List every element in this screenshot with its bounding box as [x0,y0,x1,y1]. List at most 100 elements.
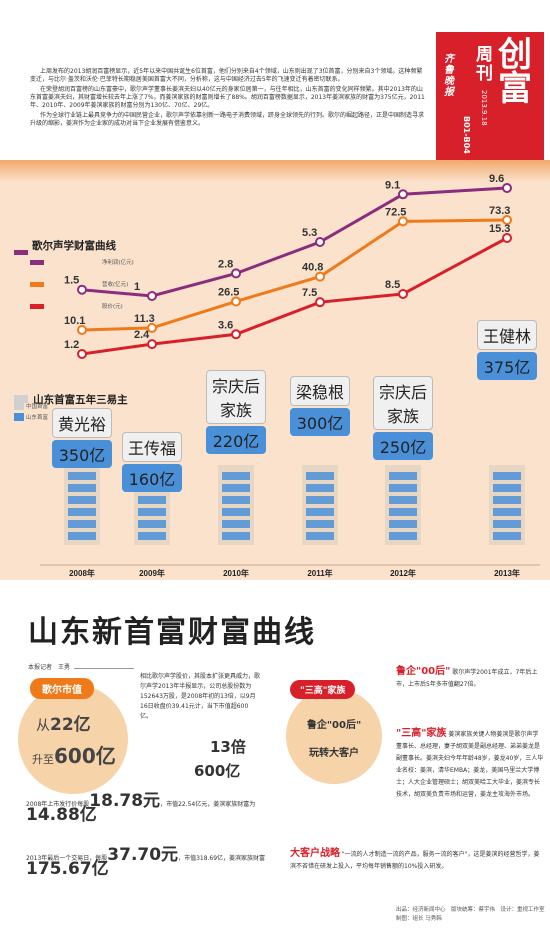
china-richest-box: 梁稳根 [290,376,350,406]
legend-sub-items: 中国首富 山东首富 [14,402,48,421]
data-point [231,296,241,307]
item-00s-text: 歌尔声学2001年成立，7年后上市，上市后5年多市值翻27倍。 [396,669,538,688]
legend-swatch [14,402,24,410]
item-strategy-text: "一流的人才制造一流的产品，服务一流的客户"，这是姜滨的经营哲学，姜滨不吝惜在研… [290,851,540,870]
year-label: 2012年 [390,568,416,578]
market-multiple: 13倍 [210,738,246,756]
data-label: 9.6 [489,173,504,185]
market-from-label: 从 [36,718,50,734]
legend-title: 歌尔声学财富曲线 [32,240,116,252]
market-cap-circle [18,684,128,794]
column-segment [306,496,334,504]
column-segment [138,520,166,528]
column-segment [222,472,250,480]
credits: 出品：经济新闻中心 版块统筹：蔡宇伟 设计：重视工作室 制图：组长 马秀韩 [396,907,550,922]
masthead-weekly: 周刊 [476,45,493,84]
china-richest-box: 王健林 [477,320,537,350]
column-segment [222,508,250,516]
legend-label: 山东首富 [26,415,49,421]
sangao-line1: 鲁企"00后" [306,720,362,731]
data-label: 9.1 [385,179,400,191]
market-from-value: 22亿 [50,715,91,735]
series-line [81,186,508,298]
data-label: 72.5 [385,206,406,218]
legend-section2: 山东首富五年三易主 [14,388,128,407]
china-richest-box: 王传福 [122,432,182,462]
column-segment [306,472,334,480]
close-text-b: ，市值318.69亿，姜滨家族财富 [178,855,266,862]
series-line [81,218,508,332]
legend-swatch [30,303,44,309]
market-paragraph: 相比歌尔声学股价，其股本扩张更具威力，歌尔声学2013年半报显示，公司总股份数为… [140,672,260,722]
legend-label: 中国首富 [26,404,49,410]
data-label: 1.2 [64,339,79,351]
data-point [398,189,408,200]
year-label: 2009年 [139,568,165,578]
legend-label: 净利润(亿元) [102,260,134,266]
column-segment [68,532,96,540]
column-segment [68,508,96,516]
intro-paragraph: 在荣登胡润百富榜的山东富豪中，歌尔声学董事长姜滨夫妇以40亿元的身家位居第一，与… [30,86,425,109]
shandong-richest-box: 350亿 [52,440,112,468]
sangao-tag: "三高"家族 [290,680,356,699]
series-line [81,236,508,356]
intro-paragraph: 上周发布的2013胡润百富榜显示，近5年以来中国共诞生6位首富，他们分别来自4个… [30,68,423,83]
item-sangao-head: "三高"家族 [396,728,447,739]
richlist-card: 王传福 160亿 [122,432,182,492]
china-richest-box: 黄光裕 [52,408,112,438]
column-segment [222,496,250,504]
column-segment [493,472,521,480]
column-segment [222,532,250,540]
richlist-card: 梁稳根 300亿 [290,376,350,436]
legend-sub-item: 中国首富 [14,402,48,410]
column-segment [493,532,521,540]
china-richest-box: 宗庆后家族 [373,376,433,430]
richlist-card: 宗庆后家族 250亿 [373,376,433,460]
legend-item: 营收(亿元) [30,280,134,288]
china-richest-box: 宗庆后家族 [206,370,266,424]
column-segment [389,508,417,516]
column-segment [222,484,250,492]
data-label: 1.5 [64,275,79,287]
item-00s: 鲁企"00后" 歌尔声学2001年成立，7年后上市，上市后5年多市值翻27倍。 [396,666,544,691]
market-paragraph-text: 相比歌尔声学股价，其股本扩张更具威力，歌尔声学2013年半报显示，公司总股份数为… [140,673,261,720]
masthead-pages: B01-B04 [462,116,471,154]
section2-icon [14,394,28,403]
column-segment [138,496,166,504]
column-segment [389,520,417,528]
data-label: 11.3 [134,313,155,325]
ipo-text-b: ，市值22.54亿元，姜滨家族财富为 [160,801,256,808]
column-segment [306,508,334,516]
column-segment [222,520,250,528]
data-point [231,329,241,340]
masthead-paper: 齐鲁晚报 [444,54,454,98]
richlist-card: 王健林 375亿 [477,320,537,380]
column-segment [68,520,96,528]
data-label: 2.8 [218,258,233,270]
shandong-richest-box: 250亿 [373,432,433,460]
item-strategy: 大客户战略 "一流的人才制造一流的产品，服务一流的客户"，这是姜滨的经营哲学，姜… [290,848,544,873]
data-label: 1 [134,281,140,293]
data-label: 15.3 [489,223,510,235]
item-00s-head: 鲁企"00后" [396,666,451,677]
legend: 歌尔声学财富曲线 [14,238,116,253]
market-to: 升至600亿 [32,740,116,769]
column-segment [68,496,96,504]
close-text-a: 2013年最后一个交易日，每股 [26,855,108,862]
year-label: 2011年 [307,568,332,578]
data-point [315,297,325,308]
legend-item: 净利润(亿元) [30,258,134,266]
column-segment [493,484,521,492]
market-to-value: 600亿 [54,744,116,768]
sangao-circle [286,688,382,784]
column-segment [493,496,521,504]
data-point [315,271,325,282]
data-point [398,288,408,299]
shandong-richest-box: 160亿 [122,464,182,492]
legend-swatch [30,259,44,265]
column-segment [306,520,334,528]
data-point [77,349,87,359]
data-point [77,325,87,335]
close-wealth: 175.67亿 [26,859,109,879]
shandong-richest-box: 375亿 [477,352,537,380]
